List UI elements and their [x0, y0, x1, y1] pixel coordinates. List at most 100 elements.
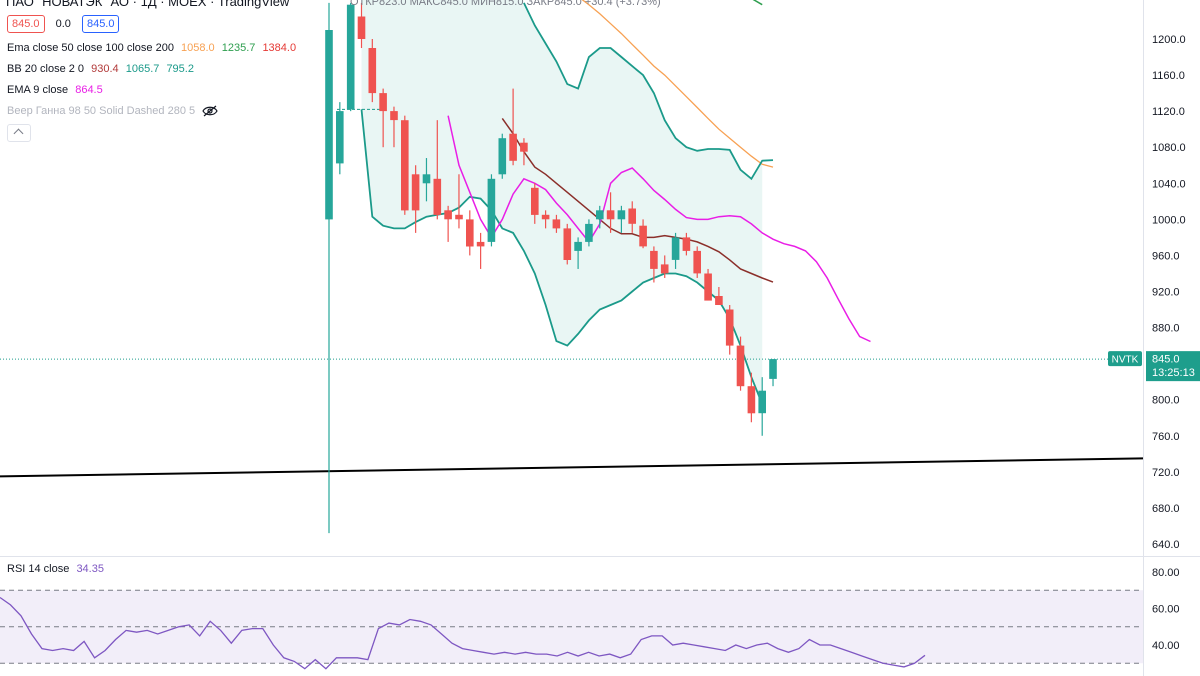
- price-axis-label: 760.0: [1152, 431, 1180, 443]
- candle-body: [476, 241, 485, 247]
- candle-body: [725, 309, 734, 346]
- ohlc-readout: ОТКР823.0 МАКС845.0 МИН815.0 ЗАКР845.0 +…: [350, 0, 661, 12]
- candle-body: [357, 16, 366, 39]
- rsi-value: 34.35: [76, 563, 104, 575]
- bb-lower-line: [360, 109, 764, 405]
- candle-body: [682, 237, 691, 251]
- symbol-tag-label: NVTK: [1112, 355, 1139, 366]
- main-pane: [0, 0, 1143, 534]
- ema50-value: 1058.0: [181, 42, 215, 54]
- sell-price-button[interactable]: 845.0: [7, 15, 45, 34]
- price-axis-label: 1200.0: [1152, 34, 1186, 46]
- candle-body: [433, 178, 442, 215]
- price-axis-label: 1120.0: [1152, 106, 1185, 118]
- countdown-label: 13:25:13: [1152, 367, 1195, 379]
- bb-basis-line: [501, 117, 774, 283]
- bb-upper-line: [523, 2, 774, 181]
- spread-value: 0.0: [55, 18, 71, 30]
- rsi-axis-label: 60.00: [1152, 604, 1180, 616]
- candle-body: [509, 133, 517, 161]
- candle-body: [704, 273, 712, 301]
- candle-body: [390, 111, 398, 121]
- ema200-value: 1384.0: [262, 42, 297, 54]
- rsi-axis-label: 80.00: [1152, 567, 1180, 579]
- candle-body: [411, 174, 420, 211]
- bb-basis-value: 930.4: [91, 63, 119, 75]
- bb-fill: [361, 0, 763, 404]
- symbol-title: ПАО "НОВАТЭК" АО · 1Д · MOEX · TradingVi…: [6, 0, 289, 12]
- candle-body: [466, 219, 474, 247]
- legend-gann-fan[interactable]: Веер Ганна 98 50 Solid Dashed 280 5: [7, 101, 218, 121]
- candle-body: [747, 386, 756, 414]
- rsi-pane: [0, 589, 1143, 670]
- candle-body: [325, 30, 333, 220]
- candle-body: [346, 4, 355, 110]
- rsi-line: [0, 596, 926, 670]
- candle-body: [769, 359, 777, 379]
- gann-fan-name: Веер Ганна 98 50 Solid Dashed 280 5: [7, 105, 196, 117]
- candle-body: [401, 120, 409, 211]
- candle-body: [541, 214, 550, 220]
- price-axis-label: 960.0: [1152, 250, 1180, 262]
- candle-body: [585, 223, 593, 242]
- collapse-legend-button[interactable]: [7, 124, 31, 142]
- ema9-line: [447, 115, 871, 343]
- candle-body: [617, 210, 626, 220]
- price-axis-label: 640.0: [1152, 539, 1180, 551]
- candle-body: [758, 390, 766, 414]
- price-axis-label: 880.0: [1152, 323, 1180, 335]
- hidden-eye-icon[interactable]: [202, 105, 218, 117]
- rsi-legend[interactable]: RSI 14 close 34.35: [7, 563, 104, 575]
- last-price-tag: [1146, 351, 1200, 382]
- trendline: [0, 457, 1143, 478]
- candle-body: [455, 214, 463, 220]
- candle-body: [520, 142, 528, 152]
- price-axis-label: 680.0: [1152, 503, 1180, 515]
- candle-body: [379, 93, 387, 112]
- price-axis-label: 1040.0: [1152, 178, 1186, 190]
- rsi-axis-label: 40.00: [1152, 640, 1180, 652]
- trade-buttons: 845.0 0.0 845.0: [7, 14, 120, 34]
- price-axis-label: 920.0: [1152, 287, 1180, 299]
- ohlc-text: ОТКР823.0 МАКС845.0 МИН815.0 ЗАКР845.0 +…: [350, 0, 661, 8]
- price-axis-label: 1080.0: [1152, 142, 1186, 154]
- bb-name: BB 20 close 2 0: [7, 63, 85, 75]
- ema100-value: 1235.7: [221, 42, 256, 54]
- ema50-line: [581, 0, 774, 168]
- price-axis-label: 1160.0: [1152, 70, 1185, 82]
- candle-body: [574, 241, 582, 251]
- candle-body: [531, 187, 539, 215]
- candle-body: [628, 208, 636, 224]
- candle-body: [693, 250, 701, 274]
- candle-body: [736, 345, 745, 387]
- ema100-line: [752, 0, 763, 6]
- ema9-value: 864.5: [75, 84, 103, 96]
- candle-body: [715, 296, 723, 305]
- buy-price-button[interactable]: 845.0: [81, 15, 120, 34]
- price-axis-label: 720.0: [1152, 467, 1180, 479]
- ema-multi-name: Ema close 50 close 100 close 200: [7, 42, 174, 54]
- candle-body: [596, 210, 604, 220]
- candle-body: [336, 111, 344, 164]
- candle-body: [671, 237, 680, 260]
- legend-bb[interactable]: BB 20 close 2 0 930.4 1065.7 795.2: [7, 59, 194, 79]
- price-axis-label: 800.0: [1152, 395, 1180, 407]
- rsi-name: RSI 14 close: [7, 563, 70, 575]
- legend-ema-multi[interactable]: Ema close 50 close 100 close 200 1058.0 …: [7, 38, 296, 58]
- candle-body: [650, 250, 658, 269]
- candle-body: [498, 138, 507, 175]
- legend-ema9[interactable]: EMA 9 close 864.5: [7, 80, 103, 100]
- candle-body: [487, 178, 496, 242]
- candle-body: [368, 48, 377, 94]
- last-price-label: 845.0: [1152, 354, 1180, 366]
- ema9-name: EMA 9 close: [7, 84, 69, 96]
- candle-body: [606, 210, 615, 220]
- bb-upper-value: 1065.7: [125, 63, 160, 75]
- bb-lower-value: 795.2: [166, 63, 194, 75]
- symbol-title-text: ПАО "НОВАТЭК" АО · 1Д · MOEX · TradingVi…: [6, 0, 290, 9]
- candle-body: [444, 210, 452, 220]
- candle-body: [660, 264, 669, 274]
- candle-body: [639, 225, 647, 247]
- price-axis-label: 1000.0: [1152, 214, 1186, 226]
